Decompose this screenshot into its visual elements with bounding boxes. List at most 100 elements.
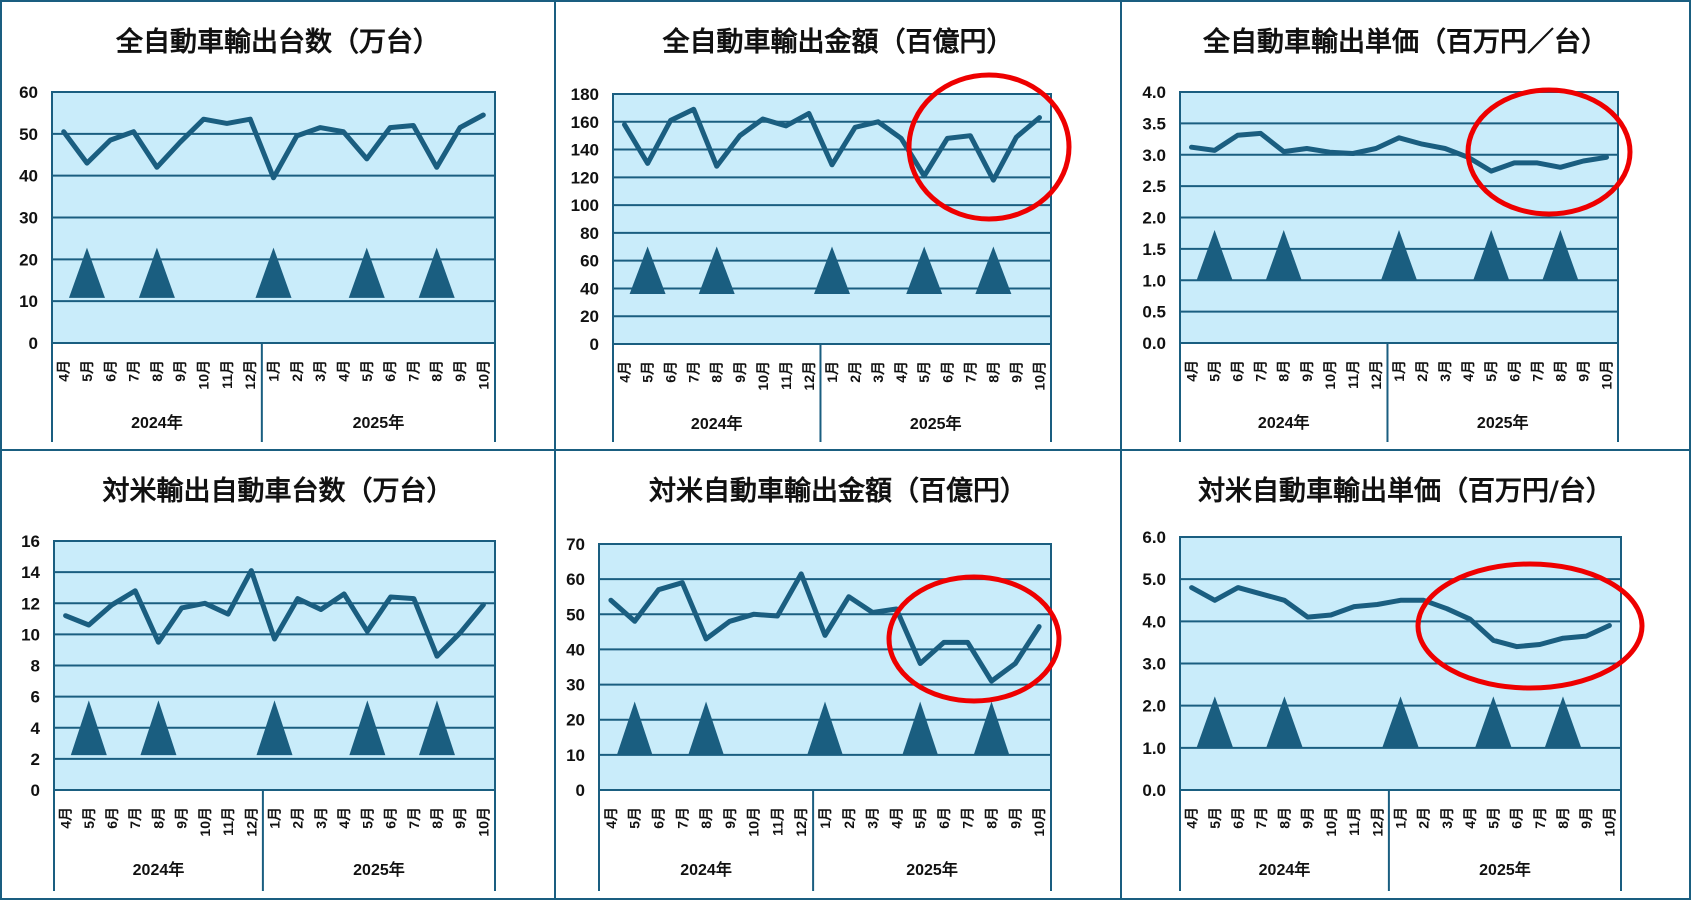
x-tick-label: 6月	[1509, 807, 1525, 829]
highlight-ellipse	[1465, 87, 1633, 217]
x-tick-label: 4月	[56, 360, 72, 382]
y-tick-label: 0.0	[1142, 334, 1166, 353]
x-tick-label: 11月	[1346, 807, 1362, 836]
x-tick-label: 7月	[405, 360, 421, 382]
x-tick-label: 5月	[916, 361, 932, 383]
x-tick-label: 6月	[650, 807, 666, 829]
y-tick-label: 160	[571, 113, 599, 132]
x-tick-label: 7月	[127, 807, 143, 829]
triangle-marker	[906, 246, 943, 294]
x-tick-label: 4月	[335, 360, 351, 382]
triangle-marker	[1265, 230, 1302, 281]
x-tick-label: 10月	[1031, 807, 1047, 837]
x-tick-label: 5月	[79, 360, 95, 382]
year-label: 2025年	[910, 414, 962, 433]
x-tick-label: 11月	[220, 807, 236, 836]
x-tick-label: 10月	[755, 361, 771, 391]
x-tick-label: 10月	[1598, 360, 1614, 390]
y-tick-label: 16	[21, 532, 40, 551]
x-tick-label: 8月	[150, 807, 166, 829]
chart-svg: 0 10 20 30 40 50 60 4月 5月 6月 7月 8月 9月 10月 11月 12月 1月 2月 3月…	[19, 83, 496, 442]
y-tick-label: 14	[21, 563, 40, 582]
x-tick-label: 9月	[172, 360, 188, 382]
y-tick-label: 60	[566, 570, 585, 589]
x-tick-label: 5月	[1207, 807, 1223, 829]
chart-title: 対米輸出自動車台数（万台）	[102, 476, 454, 507]
triangle-marker	[1266, 696, 1303, 747]
y-tick-label: 6	[31, 688, 40, 707]
x-tick-label: 8月	[985, 361, 1001, 383]
year-label: 2025年	[1479, 860, 1531, 879]
chart-svg: 0.0 1.0 2.0 3.0 4.0 5.0 6.0 4月 5月 6月 7月 8月 9月 10月 11月 1…	[1142, 528, 1645, 891]
triangle-marker	[418, 247, 455, 298]
year-label: 2025年	[1477, 413, 1529, 432]
chart-title: 全自動車輸出単価（百万円／台）	[1203, 27, 1608, 58]
x-tick-label: 6月	[1506, 360, 1522, 382]
x-tick-label: 8月	[429, 360, 445, 382]
x-tick-label: 4月	[888, 807, 904, 829]
triangle-marker	[1381, 230, 1417, 281]
year-label: 2025年	[353, 413, 405, 432]
x-tick-label: 3月	[870, 361, 886, 383]
y-tick-label: 120	[571, 168, 599, 187]
y-tick-label: 20	[580, 307, 599, 326]
triangle-marker	[255, 247, 292, 298]
triangle-marker	[1382, 696, 1419, 747]
x-tick-label: 7月	[126, 360, 142, 382]
chart-panel-total-unit-price: 全自動車輸出単価（百万円／台） 0.0 0.5 1.0 1.5 2.0 2.5 3.0 3.5…	[1120, 0, 1691, 451]
triangle-marker	[807, 701, 843, 756]
x-tick-label: 9月	[1008, 361, 1024, 383]
y-tick-label: 0	[31, 781, 40, 800]
triangle-marker	[68, 247, 105, 298]
triangle-marker	[698, 246, 735, 294]
y-tick-label: 0	[29, 334, 38, 353]
x-tick-label: 2月	[847, 361, 863, 383]
x-tick-label: 7月	[1529, 360, 1545, 382]
x-tick-label: 10月	[1323, 807, 1339, 837]
x-tick-label: 5月	[1483, 360, 1499, 382]
x-tick-label: 2月	[841, 807, 857, 829]
x-tick-label: 12月	[243, 807, 259, 837]
x-tick-label: 10月	[1322, 360, 1338, 390]
triangle-marker	[814, 246, 850, 294]
y-tick-label: 30	[566, 676, 585, 695]
x-tick-label: 3月	[312, 360, 328, 382]
x-tick-label: 2月	[1414, 360, 1430, 382]
x-tick-label: 6月	[663, 361, 679, 383]
x-tick-label: 2月	[289, 360, 305, 382]
x-tick-label: 8月	[1276, 360, 1292, 382]
x-tick-label: 12月	[242, 360, 258, 390]
year-label: 2025年	[906, 860, 958, 879]
y-tick-label: 40	[19, 167, 38, 186]
x-tick-label: 6月	[1230, 807, 1246, 829]
x-tick-label: 8月	[1552, 360, 1568, 382]
y-tick-label: 8	[31, 657, 40, 676]
y-tick-label: 1.0	[1142, 739, 1166, 758]
x-tick-label: 11月	[1345, 360, 1361, 389]
y-tick-label: 100	[571, 196, 599, 215]
highlight-ellipse	[906, 72, 1072, 222]
y-tick-label: 2.0	[1142, 697, 1166, 716]
x-tick-label: 1月	[824, 361, 840, 383]
x-tick-label: 11月	[769, 807, 785, 836]
y-tick-label: 140	[571, 141, 599, 160]
chart-panel-us-units: 対米輸出自動車台数（万台） 0 2 4 6 8 10 12 14 16 4月 5月 6月 7月 8月 9月 1…	[0, 449, 556, 900]
y-tick-label: 4	[31, 719, 41, 738]
x-tick-label: 9月	[452, 360, 468, 382]
triangle-marker	[70, 700, 107, 756]
x-tick-label: 6月	[382, 360, 398, 382]
x-tick-label: 1月	[266, 360, 282, 382]
x-tick-label: 4月	[617, 361, 633, 383]
x-tick-label: 9月	[452, 807, 468, 829]
x-tick-label: 4月	[893, 361, 909, 383]
x-tick-label: 3月	[865, 807, 881, 829]
triangle-marker	[902, 701, 939, 756]
x-tick-label: 3月	[1439, 807, 1455, 829]
x-tick-label: 5月	[1207, 360, 1223, 382]
y-tick-label: 30	[19, 209, 38, 228]
y-tick-label: 20	[19, 250, 38, 269]
x-tick-label: 12月	[1368, 360, 1384, 390]
x-tick-label: 6月	[939, 361, 955, 383]
chart-panel-us-value: 対米自動車輸出金額（百億円） 0 10 20 30 40 50 60 70 4月 5月 6月 7月 8月…	[554, 449, 1122, 900]
x-tick-label: 12月	[801, 361, 817, 391]
